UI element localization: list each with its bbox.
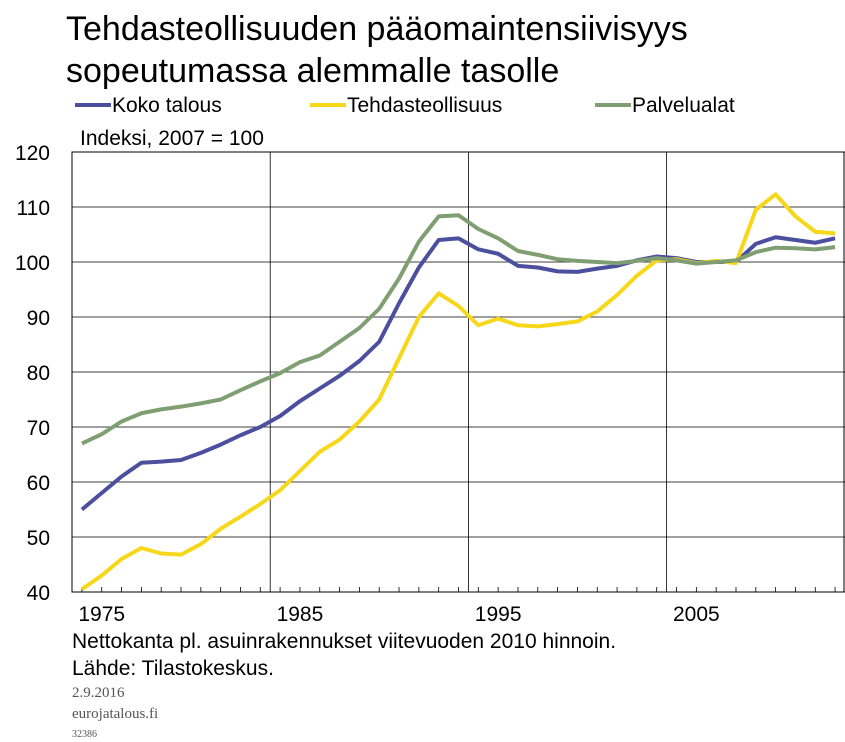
series-line [81,213,836,446]
y-tick-label: 120 [15,142,50,165]
x-tick-label: 1985 [277,603,324,626]
y-tick-label: 40 [27,582,50,605]
series-line [80,192,836,591]
note: Nettokanta pl. asuinrakennukset viitevuo… [72,630,616,653]
x-tick-label: 1995 [475,603,522,626]
source-site: eurojatalous.fi [72,706,158,722]
chart-title: sopeutumassa alemmalle tasolle [66,52,559,90]
date: 2.9.2016 [72,685,125,701]
x-tick-label: 2005 [673,603,720,626]
code: 32386 [72,729,97,740]
chart-title: Tehdasteollisuuden pääomaintensiivisyys [66,10,688,48]
plot-frame [71,151,845,593]
y-tick-label: 50 [27,527,50,550]
y-tick-label: 90 [27,307,50,330]
y-tick-label: 80 [27,362,50,385]
legend-label: Palvelualat [632,94,735,117]
note: Lähde: Tilastokeskus. [72,657,274,680]
legend-label: Tehdasteollisuus [347,94,502,117]
y-tick-label: 70 [27,417,50,440]
y-tick-label: 100 [15,252,50,275]
subtitle: Indeksi, 2007 = 100 [80,127,264,150]
legend-label: Koko talous [112,94,222,117]
y-tick-label: 60 [27,472,50,495]
series-line [80,235,836,512]
y-tick-label: 110 [17,197,50,220]
x-tick-label: 1975 [78,603,125,626]
